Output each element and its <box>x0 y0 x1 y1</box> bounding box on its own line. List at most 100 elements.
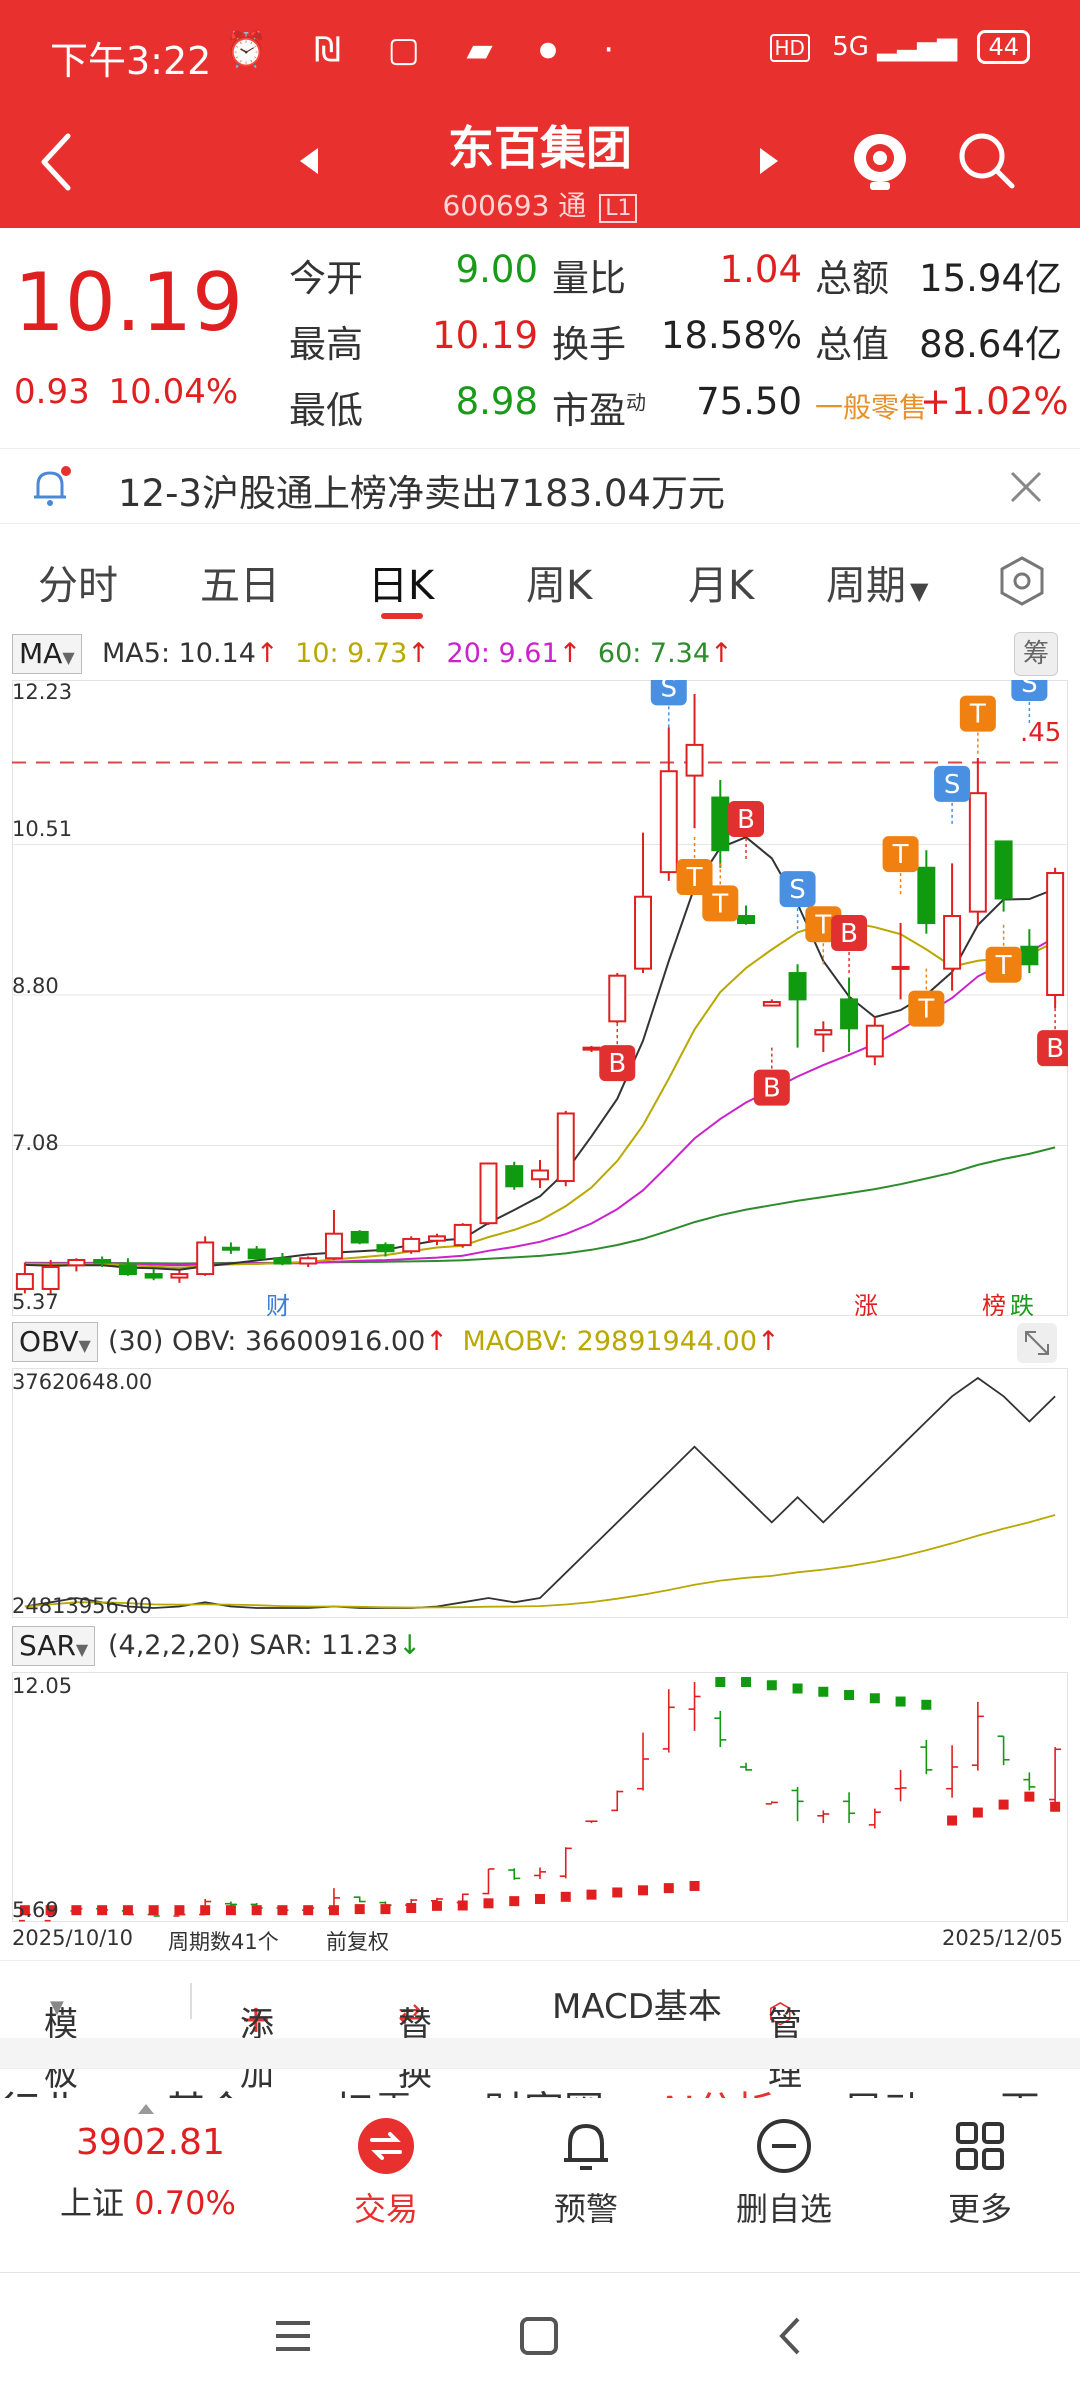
change-percent: 10.04% <box>108 372 239 412</box>
sar-dot <box>766 1680 777 1691</box>
notice-bar[interactable]: 12-3沪股通上榜净卖出7183.04万元 <box>0 448 1080 524</box>
tab-daily-k[interactable]: 日K <box>368 563 435 609</box>
event-tag-die[interactable]: 跌 <box>1010 1292 1034 1320</box>
back-nav-icon[interactable] <box>770 2315 812 2357</box>
sar-axis-max: 12.05 <box>12 1674 73 1698</box>
tab-period[interactable]: 周期 ▼ <box>826 553 928 611</box>
sar-dot <box>483 1898 494 1909</box>
indicator-toolbar: 模板 ▼ + 添加 ⇄ 替换 MACD基本 ⬡ 管理 <box>0 1960 1080 2094</box>
sar-dot <box>303 1905 314 1916</box>
ma20-label: 20: 9.61 <box>446 638 559 669</box>
sar-dot <box>19 1905 30 1916</box>
event-tag-bang[interactable]: 榜 <box>982 1292 1006 1320</box>
sar-dot <box>844 1690 855 1701</box>
index-row[interactable]: 上证 0.70% <box>60 2178 236 2224</box>
sar-dot <box>586 1889 597 1900</box>
grid-icon <box>956 2122 1004 2170</box>
signal-tag-b <box>728 800 765 837</box>
candle-up <box>196 1241 215 1276</box>
signal-icon: ▂▃▅▆ <box>877 32 958 62</box>
settings-hexagon-icon[interactable] <box>996 555 1048 607</box>
period-tabs: 分时 五日 日K 周K 月K 周期 ▼ <box>0 545 1080 625</box>
prev-stock-icon[interactable] <box>298 146 320 176</box>
obv-selector[interactable]: OBV▼ <box>12 1322 98 1362</box>
close-icon[interactable] <box>1008 469 1044 505</box>
next-stock-icon[interactable] <box>758 146 780 176</box>
home-icon[interactable] <box>518 2315 560 2357</box>
price-axis-3: 8.80 <box>12 974 59 998</box>
candle-down <box>93 1259 112 1264</box>
sector-change[interactable]: +1.02% <box>920 380 1069 423</box>
macd-button[interactable]: MACD基本 <box>552 1987 722 2027</box>
pe-value: 75.50 <box>696 380 802 423</box>
more-nav[interactable]: 更多 <box>930 2116 1030 2230</box>
back-icon[interactable] <box>36 130 76 194</box>
tab-intraday[interactable]: 分时 <box>38 563 118 609</box>
ma-selector[interactable]: MA▼ <box>12 634 82 674</box>
candle-down <box>118 1264 137 1276</box>
chevron-down-icon: ▼ <box>910 577 929 605</box>
minus-circle-icon <box>757 2119 811 2173</box>
obv-chart[interactable] <box>12 1368 1068 1618</box>
candle-up <box>15 1273 34 1290</box>
ma-legend: MA5: 10.14↑ 10: 9.73↑ 20: 9.61↑ 60: 7.34… <box>102 638 733 669</box>
section-gap <box>0 2038 1080 2068</box>
candle-up <box>531 1169 549 1181</box>
candle-down <box>376 1244 395 1253</box>
feature-tab-0[interactable]: 行业 <box>0 2079 80 2098</box>
chip-distribution-button[interactable]: 筹 <box>1014 632 1058 676</box>
candle-down <box>505 1165 524 1188</box>
feature-tab-6[interactable]: 更 <box>1000 2079 1040 2098</box>
candle-up <box>659 770 678 874</box>
chart-adjust-mode[interactable]: 前复权 <box>326 1930 389 1954</box>
tab-period-label: 周期 <box>826 563 906 609</box>
status-notification-icons: ⏰ ₪ ▢ ▰ ⏺ · <box>225 30 633 70</box>
tab-weekly-k[interactable]: 周K <box>526 563 593 609</box>
more-label: 更多 <box>947 2190 1012 2228</box>
index-value[interactable]: 3902.81 <box>76 2122 225 2163</box>
signal-tag-b <box>753 1069 790 1106</box>
feature-tab-4[interactable]: AI分析 <box>656 2079 775 2098</box>
feature-tab-3[interactable]: 财富圈 <box>484 2079 604 2098</box>
chevron-down-icon: ▼ <box>78 1336 91 1355</box>
sar-selector[interactable]: SAR▼ <box>12 1626 96 1666</box>
feature-tab-2[interactable]: 扫雷 <box>334 2079 414 2098</box>
candle-up <box>943 915 962 970</box>
price-axis-2: 10.51 <box>12 817 73 841</box>
candle-up <box>170 1273 189 1279</box>
feature-tab-5[interactable]: 异动 <box>844 2079 924 2098</box>
sar-dot <box>509 1896 520 1907</box>
trade-nav[interactable]: 交易 <box>336 2116 436 2230</box>
search-icon[interactable] <box>956 130 1018 192</box>
event-tag-cai[interactable]: 财 <box>266 1292 290 1320</box>
sector-label[interactable]: 一般零售 <box>815 391 928 424</box>
menu-icon[interactable] <box>272 2315 314 2357</box>
sar-dot <box>792 1683 803 1694</box>
event-tag-zhang[interactable]: 涨 <box>854 1292 878 1320</box>
remove-watchlist-nav[interactable]: 删自选 <box>724 2116 844 2230</box>
tab-five-day[interactable]: 五日 <box>200 563 280 609</box>
sar-dot <box>174 1905 185 1916</box>
alert-nav[interactable]: 预警 <box>536 2116 636 2230</box>
expand-icon[interactable] <box>1016 1322 1058 1364</box>
sar-dot <box>457 1900 468 1911</box>
sar-dot <box>251 1905 262 1916</box>
sar-dot <box>1024 1791 1035 1802</box>
signal-tag-letter: T <box>711 889 728 919</box>
sar-dot <box>431 1900 442 1911</box>
mascot-icon[interactable] <box>848 124 912 196</box>
candle-up <box>814 1029 833 1036</box>
candle-up <box>299 1257 318 1265</box>
chart-end-date: 2025/12/05 <box>942 1926 1064 1950</box>
candle-down <box>1020 945 1039 966</box>
sar-chart[interactable] <box>12 1672 1068 1922</box>
stock-code: 600693 <box>442 189 550 222</box>
sar-dot <box>612 1887 623 1898</box>
replace-icon: ⇄ <box>398 1997 422 2030</box>
bottom-nav: 3902.81 上证 0.70% 交易 预警 <box>0 2098 1080 2268</box>
feature-tab-1[interactable]: 基金 <box>166 2079 246 2098</box>
tab-monthly-k[interactable]: 月K <box>688 563 755 609</box>
hd-badge: HD <box>769 34 810 62</box>
signal-tag-s <box>1011 680 1048 701</box>
